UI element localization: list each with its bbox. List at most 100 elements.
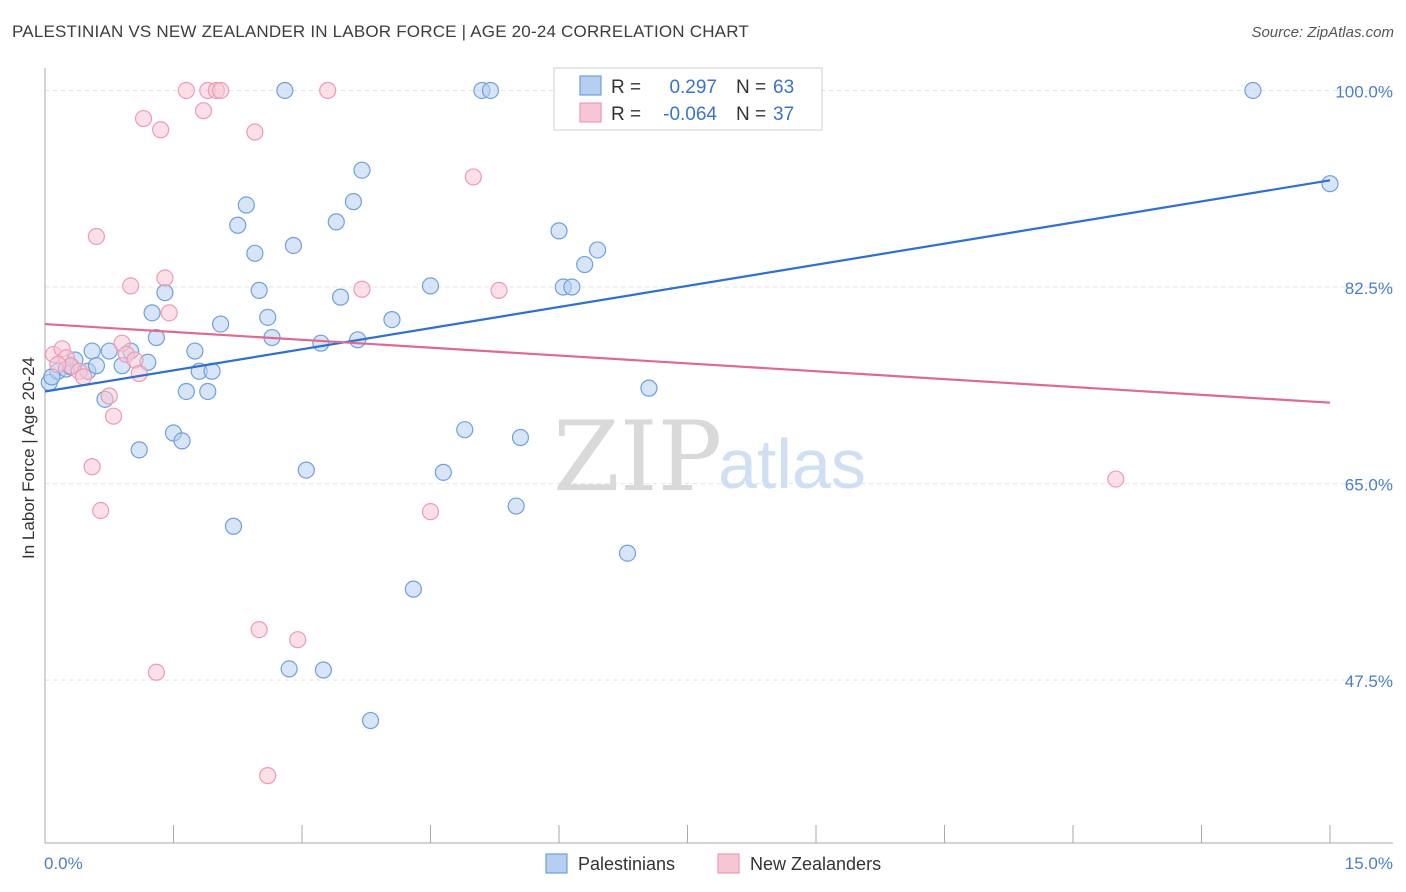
legend-n-value-1: 63 (773, 77, 794, 98)
palestinian-point (143, 304, 161, 322)
palestinian-point (314, 661, 333, 679)
palestinian-point (507, 497, 525, 515)
palestinian-point (156, 284, 174, 302)
palestinian-point (246, 244, 264, 262)
bottom-legend-swatch-new-zealanders (717, 853, 740, 874)
new-zealander-point (212, 81, 230, 100)
palestinian-point (276, 81, 294, 100)
bottom-legend-label-new-zealanders: New Zealanders (750, 854, 881, 874)
palestinian-point (361, 711, 380, 730)
palestinian-point (344, 193, 362, 211)
palestinian-point (421, 277, 440, 295)
new-zealander-point (194, 102, 213, 120)
legend-r-label-2: R = (611, 104, 641, 125)
palestinian-trend-line (44, 179, 1331, 393)
palestinian-point (576, 255, 594, 274)
y-tick-label: 100.0% (1335, 82, 1393, 101)
palestinian-point (224, 517, 243, 535)
legend-n-label-2: N = (736, 104, 766, 125)
new-zealander-point (147, 663, 165, 681)
palestinian-point (1321, 175, 1339, 193)
y-axis-title: In Labor Force | Age 20-24 (19, 357, 38, 559)
palestinian-point (100, 342, 118, 360)
new-zealander-trend-line (44, 322, 1331, 404)
legend-r-label-1: R = (611, 77, 641, 98)
palestinian-point (237, 196, 255, 214)
legend-r-value-1: 0.297 (669, 77, 717, 98)
legend-swatch-new-zealanders (579, 102, 602, 123)
axes (44, 68, 1393, 844)
palestinian-point (511, 428, 530, 447)
new-zealander-point (259, 767, 277, 785)
palestinian-point (550, 222, 568, 240)
palestinian-point (280, 660, 298, 678)
palestinian-point (87, 357, 106, 375)
palestinian-point (331, 288, 350, 306)
y-tick-label: 82.5% (1345, 279, 1393, 298)
new-zealander-point (49, 355, 67, 374)
new-zealander-point (122, 277, 140, 295)
new-zealander-point (130, 364, 148, 383)
palestinian-point (618, 544, 637, 562)
new-zealander-point (246, 123, 264, 141)
palestinian-point (147, 328, 165, 347)
new-zealander-point (319, 81, 337, 100)
palestinian-point (130, 441, 148, 459)
new-zealander-point (1107, 470, 1125, 488)
palestinian-point (640, 379, 658, 397)
new-zealander-point (177, 81, 195, 100)
x-tick-label-right: 15.0% (1345, 854, 1393, 873)
new-zealander-point (156, 269, 174, 287)
palestinian-point (186, 342, 204, 360)
new-zealander-point (100, 387, 118, 405)
palestinian-point (284, 236, 303, 255)
palestinian-point (434, 463, 452, 481)
palestinian-point (312, 334, 330, 352)
source-credit: Source: ZipAtlas.com (1251, 24, 1394, 41)
new-zealander-point (250, 620, 268, 639)
new-zealander-point (92, 501, 110, 520)
legend-n-label-1: N = (736, 77, 766, 98)
palestinian-point (199, 382, 217, 401)
legend-r-value-2: -0.064 (663, 104, 717, 125)
palestinian-point (229, 216, 247, 234)
legend-swatch-palestinians (579, 75, 602, 96)
new-zealander-point (353, 280, 371, 298)
new-zealander-point (289, 631, 307, 649)
palestinian-point (588, 241, 607, 259)
y-tick-label: 47.5% (1345, 672, 1393, 691)
series-legend: Palestinians New Zealanders (545, 853, 881, 874)
palestinian-point (212, 315, 230, 333)
palestinian-point (250, 281, 268, 299)
palestinian-point (259, 308, 277, 326)
gridlines (45, 89, 1393, 681)
new-zealander-point (464, 168, 482, 186)
new-zealander-point (160, 304, 178, 322)
new-zealander-point (421, 503, 440, 521)
watermark-atlas: atlas (718, 425, 866, 503)
palestinian-point (456, 421, 474, 439)
bottom-legend-label-palestinians: Palestinians (578, 854, 675, 874)
bottom-legend-swatch-palestinians (545, 853, 568, 874)
watermark-zip: ZIP (553, 401, 722, 513)
palestinian-point (404, 580, 422, 598)
new-zealander-point (87, 227, 106, 246)
palestinian-point (1244, 81, 1262, 100)
palestinian-point (177, 382, 195, 401)
palestinian-point (353, 161, 371, 179)
y-tick-label: 65.0% (1345, 476, 1393, 495)
new-zealander-point (134, 109, 153, 128)
y-tick-labels: 100.0% 82.5% 65.0% 47.5% (1335, 82, 1393, 691)
new-zealander-point (83, 458, 101, 476)
new-zealander-point (490, 281, 508, 299)
x-tick-label-left: 0.0% (44, 854, 83, 873)
chart-title: PALESTINIAN VS NEW ZEALANDER IN LABOR FO… (12, 22, 749, 41)
watermark: ZIP atlas (553, 401, 866, 513)
palestinian-point (173, 432, 191, 450)
new-zealander-point (74, 368, 93, 386)
palestinian-point (327, 213, 345, 231)
palestinian-point (563, 278, 581, 296)
palestinian-point (83, 342, 101, 360)
data-points (40, 81, 1339, 785)
